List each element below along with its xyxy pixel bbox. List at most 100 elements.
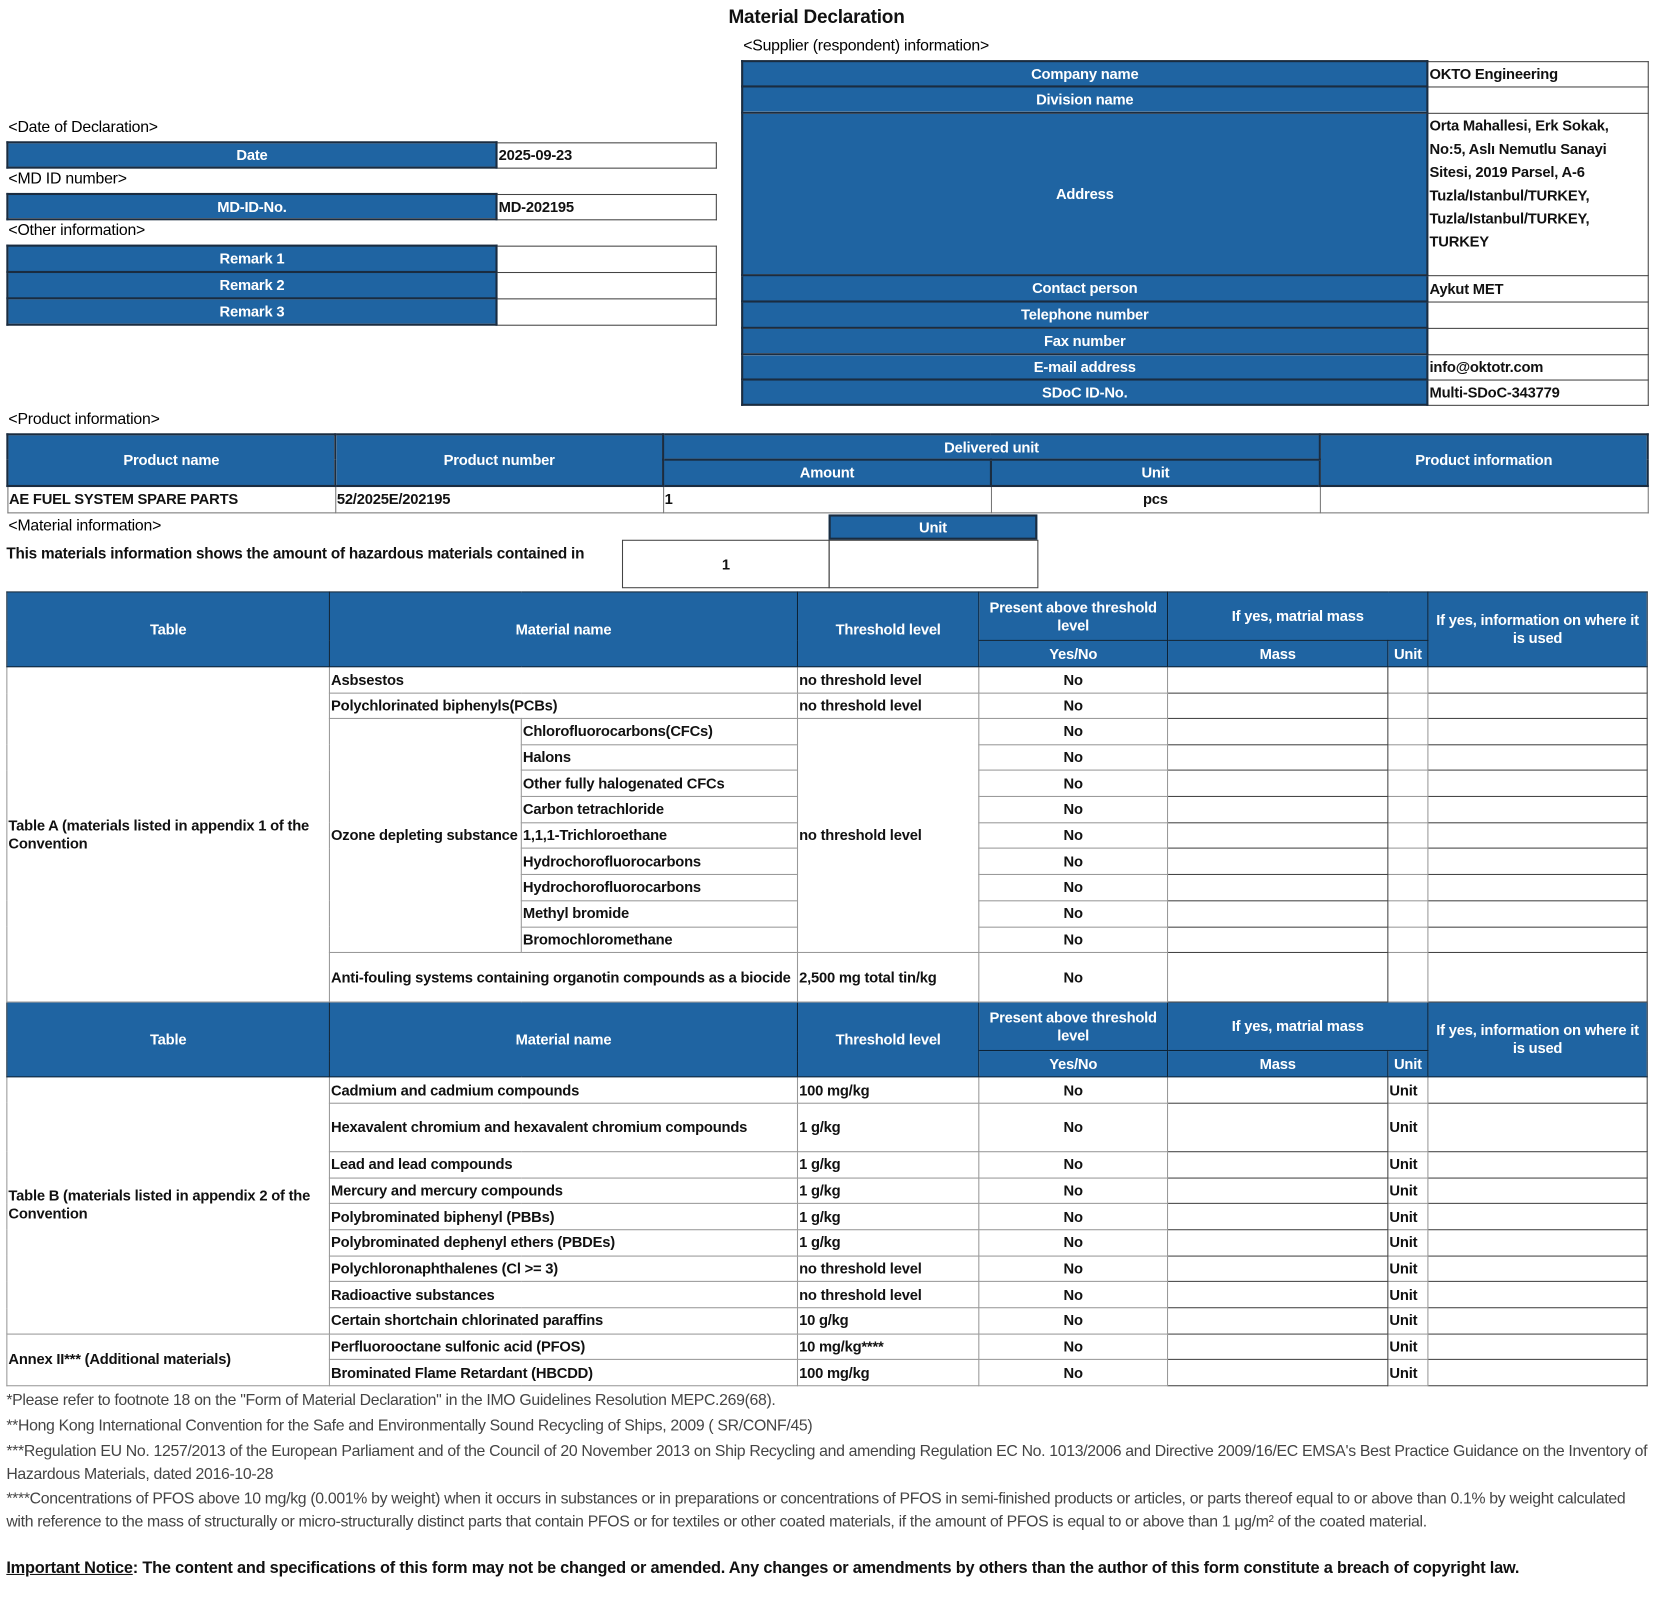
info-cell[interactable] xyxy=(1427,1203,1648,1231)
mass-cell[interactable] xyxy=(1166,900,1389,928)
division-name-field[interactable] xyxy=(1426,85,1649,114)
info-cell[interactable] xyxy=(1427,874,1648,902)
unit-cell[interactable] xyxy=(1387,717,1429,745)
present-cell[interactable]: No xyxy=(978,848,1169,876)
present-cell[interactable]: No xyxy=(978,717,1169,745)
unit-cell[interactable] xyxy=(1387,926,1429,954)
info-cell[interactable] xyxy=(1427,926,1648,954)
unit-cell[interactable] xyxy=(1387,952,1429,1003)
unit-cell[interactable]: Unit xyxy=(1387,1151,1429,1179)
present-cell[interactable]: No xyxy=(978,692,1169,719)
info-cell[interactable] xyxy=(1427,769,1648,798)
info-cell[interactable] xyxy=(1427,1076,1648,1104)
info-cell[interactable] xyxy=(1427,743,1648,772)
fax-number-field[interactable] xyxy=(1426,327,1649,355)
present-cell[interactable]: No xyxy=(978,1281,1169,1309)
unit-cell[interactable] xyxy=(1387,666,1429,694)
present-cell[interactable]: No xyxy=(978,666,1169,694)
present-cell[interactable]: No xyxy=(978,900,1169,928)
present-cell[interactable]: No xyxy=(978,1229,1169,1257)
present-cell[interactable]: No xyxy=(978,1307,1169,1335)
present-cell[interactable]: No xyxy=(978,1203,1169,1231)
mass-cell[interactable] xyxy=(1166,1102,1389,1153)
unit-cell[interactable]: Unit xyxy=(1387,1203,1429,1231)
present-cell[interactable]: No xyxy=(978,1333,1169,1361)
mass-cell[interactable] xyxy=(1166,1229,1389,1257)
sdoc-id-no-field[interactable]: Multi-SDoC-343779 xyxy=(1426,378,1649,406)
present-cell[interactable]: No xyxy=(978,743,1169,772)
present-cell[interactable]: No xyxy=(978,1177,1169,1205)
info-cell[interactable] xyxy=(1427,1177,1648,1205)
present-cell[interactable]: No xyxy=(978,926,1169,954)
info-cell[interactable] xyxy=(1427,1307,1648,1335)
info-cell[interactable] xyxy=(1427,822,1648,850)
info-cell[interactable] xyxy=(1427,666,1648,694)
unit-cell[interactable] xyxy=(1387,795,1429,824)
unit-cell[interactable] xyxy=(1387,822,1429,850)
company-name-field[interactable]: OKTO Engineering xyxy=(1426,60,1649,87)
mass-cell[interactable] xyxy=(1166,1151,1389,1179)
mass-cell[interactable] xyxy=(1166,1076,1389,1104)
info-cell[interactable] xyxy=(1427,1255,1648,1283)
info-cell[interactable] xyxy=(1427,848,1648,876)
product-number-cell[interactable]: 52/2025E/202195 xyxy=(334,485,664,513)
info-cell[interactable] xyxy=(1427,900,1648,928)
unit-cell[interactable]: Unit xyxy=(1387,1333,1429,1361)
product-name-cell[interactable]: AE FUEL SYSTEM SPARE PARTS xyxy=(6,485,336,513)
unit-cell[interactable]: Unit xyxy=(1387,1307,1429,1335)
info-cell[interactable] xyxy=(1427,795,1648,824)
amount-cell[interactable]: 1 xyxy=(662,485,992,513)
product-info-cell[interactable] xyxy=(1319,485,1649,513)
present-cell[interactable]: No xyxy=(978,1102,1169,1153)
mass-cell[interactable] xyxy=(1166,926,1389,954)
remark-2-field[interactable] xyxy=(496,271,717,299)
unit-cell[interactable]: Unit xyxy=(1387,1177,1429,1205)
mass-cell[interactable] xyxy=(1166,874,1389,902)
material-amount-field[interactable]: 1 xyxy=(621,539,830,589)
info-cell[interactable] xyxy=(1427,717,1648,745)
address-field[interactable]: Orta Mahallesi, Erk Sokak, No:5, Aslı Ne… xyxy=(1426,112,1649,276)
mass-cell[interactable] xyxy=(1166,1281,1389,1309)
mass-cell[interactable] xyxy=(1166,1333,1389,1361)
unit-cell[interactable] xyxy=(1387,874,1429,902)
mass-cell[interactable] xyxy=(1166,848,1389,876)
unit-cell[interactable] xyxy=(1387,769,1429,798)
present-cell[interactable]: No xyxy=(978,1076,1169,1104)
mass-cell[interactable] xyxy=(1166,1255,1389,1283)
mass-cell[interactable] xyxy=(1166,952,1389,1003)
unit-cell[interactable]: Unit xyxy=(1387,1255,1429,1283)
unit-cell[interactable]: Unit xyxy=(1387,1076,1429,1104)
material-unit-field[interactable] xyxy=(828,539,1039,589)
unit-cell[interactable] xyxy=(1387,692,1429,719)
present-cell[interactable]: No xyxy=(978,952,1169,1003)
info-cell[interactable] xyxy=(1427,1333,1648,1361)
present-cell[interactable]: No xyxy=(978,1151,1169,1179)
unit-cell[interactable] xyxy=(1387,743,1429,772)
present-cell[interactable]: No xyxy=(978,1255,1169,1283)
mass-cell[interactable] xyxy=(1166,666,1389,694)
present-cell[interactable]: No xyxy=(978,769,1169,798)
md-id-field[interactable]: MD-202195 xyxy=(496,193,717,220)
mass-cell[interactable] xyxy=(1166,822,1389,850)
mass-cell[interactable] xyxy=(1166,1359,1389,1387)
unit-cell[interactable]: Unit xyxy=(1387,1102,1429,1153)
date-field[interactable]: 2025-09-23 xyxy=(496,141,717,169)
e-mail-address-field[interactable]: info@oktotr.com xyxy=(1426,353,1649,381)
info-cell[interactable] xyxy=(1427,1281,1648,1309)
info-cell[interactable] xyxy=(1427,692,1648,719)
mass-cell[interactable] xyxy=(1166,717,1389,745)
unit-cell[interactable]: pcs xyxy=(990,485,1321,513)
info-cell[interactable] xyxy=(1427,1102,1648,1153)
info-cell[interactable] xyxy=(1427,1359,1648,1387)
present-cell[interactable]: No xyxy=(978,1359,1169,1387)
remark-1-field[interactable] xyxy=(496,245,717,273)
contact-person-field[interactable]: Aykut MET xyxy=(1426,274,1649,303)
mass-cell[interactable] xyxy=(1166,769,1389,798)
unit-cell[interactable] xyxy=(1387,848,1429,876)
info-cell[interactable] xyxy=(1427,1229,1648,1257)
mass-cell[interactable] xyxy=(1166,1177,1389,1205)
info-cell[interactable] xyxy=(1427,1151,1648,1179)
mass-cell[interactable] xyxy=(1166,1307,1389,1335)
mass-cell[interactable] xyxy=(1166,1203,1389,1231)
unit-cell[interactable]: Unit xyxy=(1387,1281,1429,1309)
